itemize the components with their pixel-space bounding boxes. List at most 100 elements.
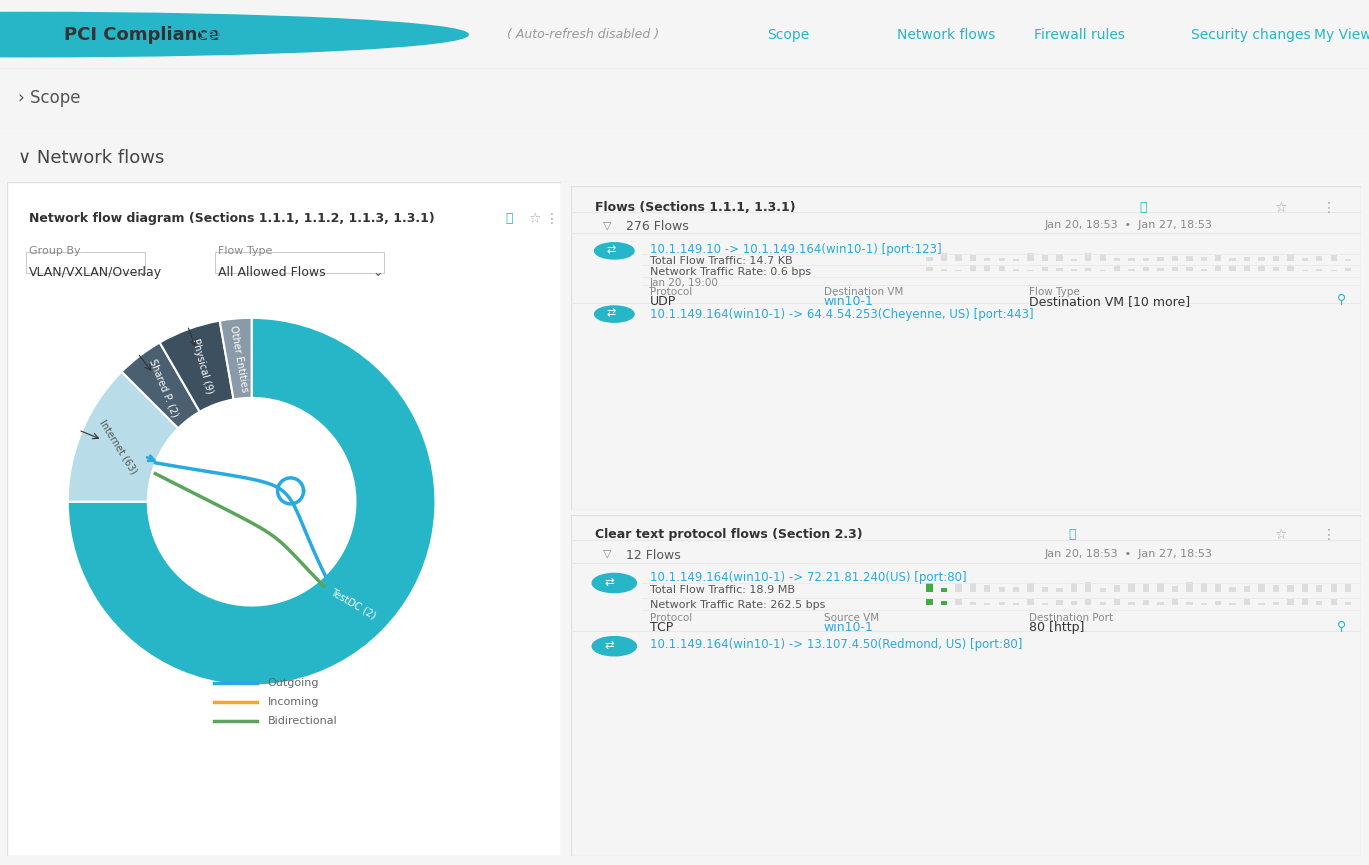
Bar (1201, 257, 1207, 260)
Bar (1172, 255, 1179, 260)
Circle shape (593, 637, 637, 656)
Text: Protocol: Protocol (650, 287, 693, 298)
Bar (1114, 599, 1120, 605)
Bar (1244, 266, 1250, 271)
Bar (1273, 585, 1279, 592)
Text: Network flows: Network flows (897, 28, 995, 42)
Text: 80 [http]: 80 [http] (1029, 620, 1084, 633)
Bar (1157, 583, 1164, 592)
Bar (1013, 603, 1020, 606)
Text: ⚲: ⚲ (1338, 293, 1346, 306)
Bar (927, 267, 932, 271)
Text: ( Auto-refresh disabled ): ( Auto-refresh disabled ) (507, 28, 658, 42)
Bar (1157, 257, 1164, 260)
Bar (1128, 602, 1135, 606)
Bar (1302, 258, 1307, 260)
Bar (1114, 266, 1120, 271)
Text: Scope: Scope (767, 28, 809, 42)
Text: Shared P. (2): Shared P. (2) (148, 357, 181, 418)
Bar (1344, 268, 1351, 271)
Bar (1143, 258, 1149, 260)
Text: Network flow diagram (Sections 1.1.1, 1.1.2, 1.1.3, 1.3.1): Network flow diagram (Sections 1.1.1, 1.… (29, 212, 435, 225)
Text: TCP: TCP (650, 620, 674, 633)
Text: ⋮: ⋮ (1321, 201, 1335, 215)
Text: ⓘ: ⓘ (1139, 201, 1147, 214)
FancyBboxPatch shape (26, 253, 145, 272)
Bar (1258, 266, 1265, 271)
Bar (1042, 603, 1049, 606)
Bar (1143, 584, 1149, 592)
Bar (1316, 256, 1322, 260)
Bar (956, 270, 961, 271)
Bar (998, 266, 1005, 271)
Bar (1086, 599, 1091, 605)
Text: Source VM: Source VM (824, 612, 879, 623)
Text: 12 Flows: 12 Flows (626, 548, 680, 562)
Bar (984, 258, 990, 260)
Bar (1331, 584, 1338, 592)
Bar (969, 266, 976, 271)
Bar (1229, 258, 1236, 260)
Bar (998, 258, 1005, 260)
Text: Total Flow Traffic: 14.7 KB: Total Flow Traffic: 14.7 KB (650, 256, 793, 266)
Text: win10-1: win10-1 (824, 295, 873, 308)
Text: 10.1.149.164(win10-1) -> 13.107.4.50(Redmond, US) [port:80]: 10.1.149.164(win10-1) -> 13.107.4.50(Red… (650, 638, 1023, 650)
Bar (1027, 270, 1034, 271)
Wedge shape (68, 372, 178, 502)
Bar (1172, 599, 1179, 605)
Text: ⇄: ⇄ (606, 245, 616, 255)
Bar (1186, 582, 1192, 592)
Bar (1258, 257, 1265, 260)
Text: My View: My View (1314, 28, 1369, 42)
Bar (984, 585, 990, 592)
Bar (1027, 583, 1034, 592)
Text: ⇄: ⇄ (605, 576, 615, 589)
Text: 10.1.149.10 -> 10.1.149.164(win10-1) [port:123]: 10.1.149.10 -> 10.1.149.164(win10-1) [po… (650, 243, 942, 256)
Bar (1071, 584, 1077, 592)
Wedge shape (122, 343, 200, 428)
Bar (1287, 585, 1294, 592)
FancyBboxPatch shape (7, 182, 561, 856)
Bar (1216, 585, 1221, 592)
Bar (1216, 601, 1221, 606)
Bar (998, 602, 1005, 606)
Bar (1071, 269, 1077, 271)
Bar (1331, 270, 1338, 271)
Text: Other Entities: Other Entities (229, 324, 251, 393)
Text: ⓘ: ⓘ (507, 212, 513, 225)
Bar (1201, 603, 1207, 606)
Bar (1042, 587, 1049, 592)
Bar (1273, 267, 1279, 271)
Text: Flow Type: Flow Type (1029, 287, 1080, 298)
Bar (1186, 602, 1192, 606)
Bar (1086, 253, 1091, 260)
Bar (1027, 599, 1034, 605)
Circle shape (594, 306, 634, 323)
Bar (1143, 599, 1149, 605)
Bar (1273, 256, 1279, 260)
Bar (1013, 259, 1020, 260)
Bar (1114, 258, 1120, 260)
Bar (1099, 253, 1106, 260)
Text: ⏰ 4 min ago ⌄: ⏰ 4 min ago ⌄ (349, 28, 438, 42)
Text: Flow Type: Flow Type (218, 246, 272, 256)
Bar (941, 253, 947, 260)
Bar (1244, 599, 1250, 605)
Bar (1258, 603, 1265, 606)
Bar (941, 601, 947, 606)
Bar (1287, 266, 1294, 271)
Bar (1316, 269, 1322, 271)
Text: Destination VM [10 more]: Destination VM [10 more] (1029, 295, 1190, 308)
Text: ☆: ☆ (1275, 529, 1287, 542)
Text: Internet (63): Internet (63) (99, 418, 140, 476)
Bar (1099, 588, 1106, 592)
Circle shape (0, 12, 468, 57)
Bar (1302, 584, 1307, 592)
Text: ⇄: ⇄ (606, 309, 616, 318)
Bar (1273, 601, 1279, 606)
Text: 10.1.149.164(win10-1) -> 64.4.54.253(Cheyenne, US) [port:443]: 10.1.149.164(win10-1) -> 64.4.54.253(Che… (650, 308, 1034, 321)
Bar (956, 584, 961, 592)
Text: Total Flow Traffic: 18.9 MB: Total Flow Traffic: 18.9 MB (650, 585, 795, 595)
Bar (1244, 257, 1250, 260)
Bar (1013, 268, 1020, 271)
